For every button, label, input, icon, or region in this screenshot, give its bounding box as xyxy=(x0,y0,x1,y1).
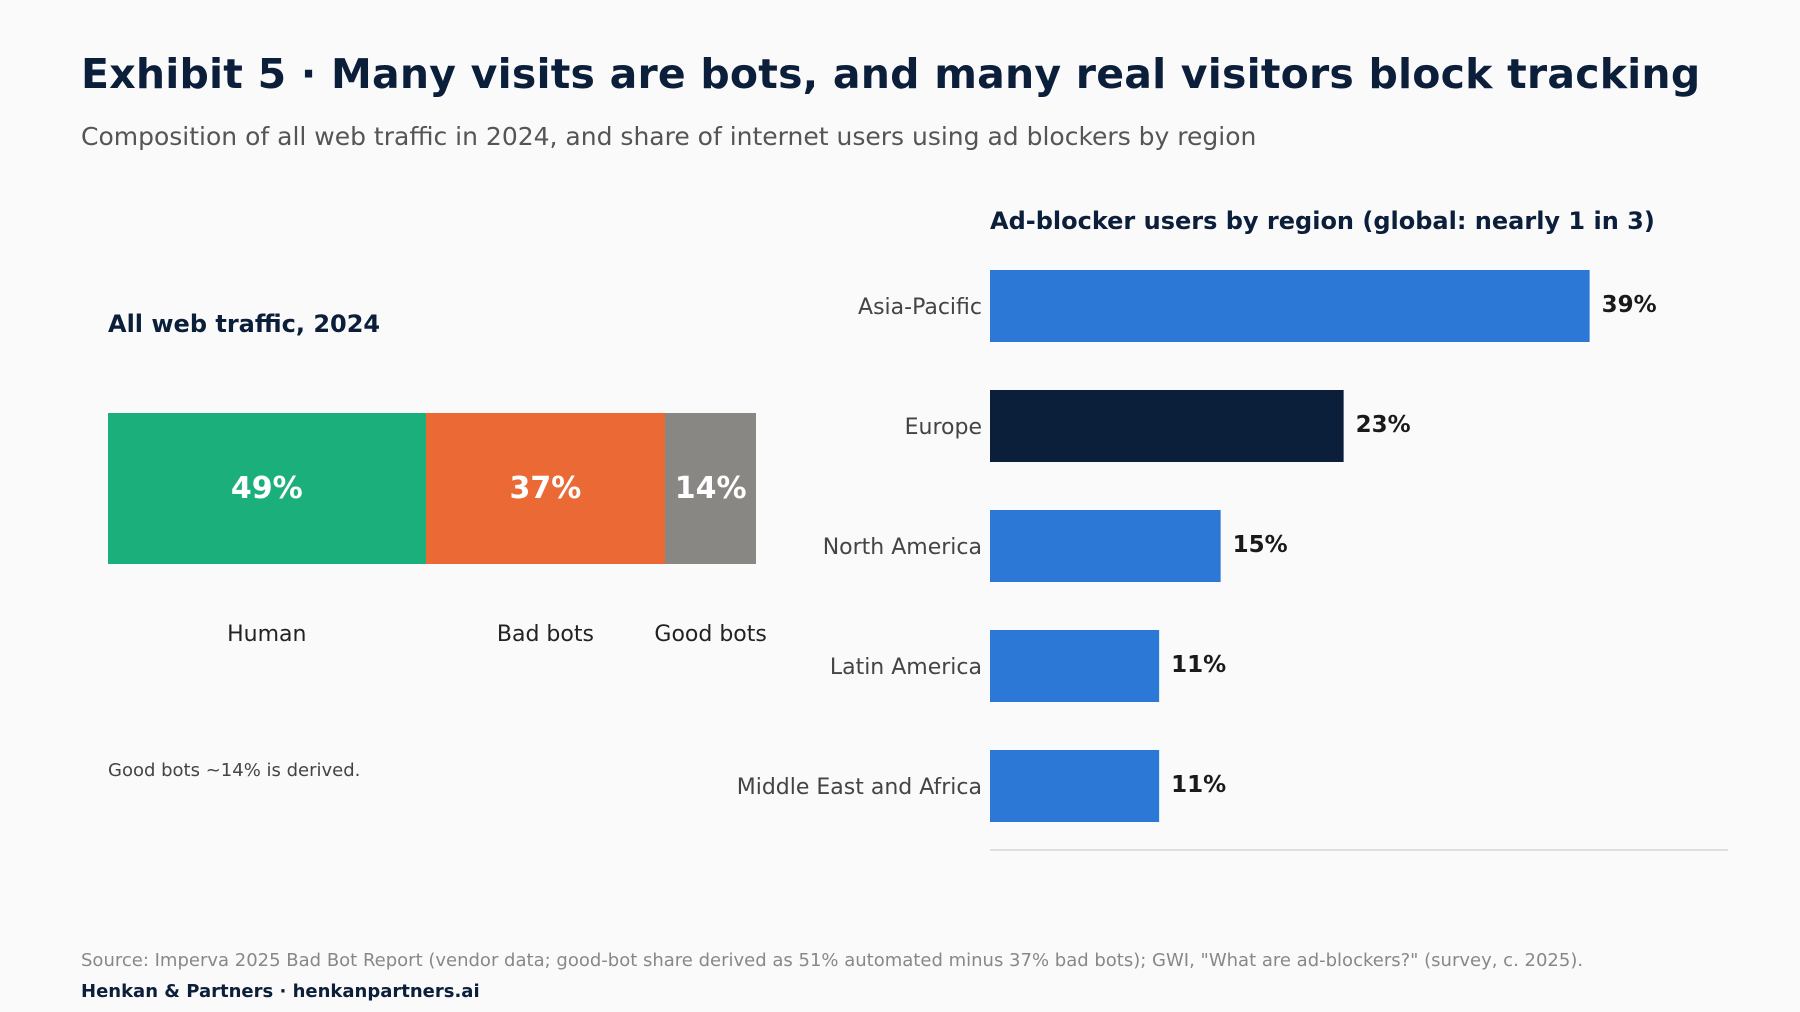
traffic-segment-bad-bots: 37% xyxy=(425,413,666,564)
adblock-bar-asia-pacific xyxy=(990,270,1590,342)
adblock-category-label: Latin America xyxy=(830,655,982,680)
adblock-value-label: 11% xyxy=(1171,772,1226,798)
traffic-panel-title: All web traffic, 2024 xyxy=(108,310,381,338)
traffic-segment-human: 49% xyxy=(108,413,426,564)
adblock-value-label: 23% xyxy=(1356,412,1411,438)
adblock-category-label: North America xyxy=(823,535,982,560)
derived-note: Good bots ~14% is derived. xyxy=(108,760,361,781)
adblock-value-label: 15% xyxy=(1233,532,1288,558)
adblock-value-label: 39% xyxy=(1602,292,1657,318)
adblock-category-label: Asia-Pacific xyxy=(858,295,982,320)
brand-footer: Henkan & Partners · henkanpartners.ai xyxy=(81,981,480,1002)
traffic-segment-label: Good bots xyxy=(654,622,767,647)
traffic-segment-value: 14% xyxy=(674,471,747,506)
adblock-bar-middle-east-and-africa xyxy=(990,750,1160,822)
traffic-segment-value: 49% xyxy=(230,471,303,506)
traffic-segment-label: Bad bots xyxy=(496,622,594,647)
traffic-segment-value: 37% xyxy=(509,471,582,506)
traffic-segment-good-bots: 14% xyxy=(665,413,756,564)
chart-subtitle: Composition of all web traffic in 2024, … xyxy=(81,122,1257,151)
adblock-category-label: Middle East and Africa xyxy=(737,775,982,800)
adblock-bar-latin-america xyxy=(990,630,1160,702)
adblock-bar-europe xyxy=(990,390,1344,462)
traffic-stacked-bar: 49% 37% 14% xyxy=(108,413,756,564)
chart-title: Exhibit 5 · Many visits are bots, and ma… xyxy=(81,50,1701,98)
source-note: Source: Imperva 2025 Bad Bot Report (ven… xyxy=(81,950,1584,971)
adblock-panel-title: Ad-blocker users by region (global: near… xyxy=(990,207,1655,235)
traffic-segment-label: Human xyxy=(227,622,307,647)
adblock-bar-north-america xyxy=(990,510,1221,582)
adblock-value-label: 11% xyxy=(1171,652,1226,678)
adblock-category-label: Europe xyxy=(905,415,982,440)
